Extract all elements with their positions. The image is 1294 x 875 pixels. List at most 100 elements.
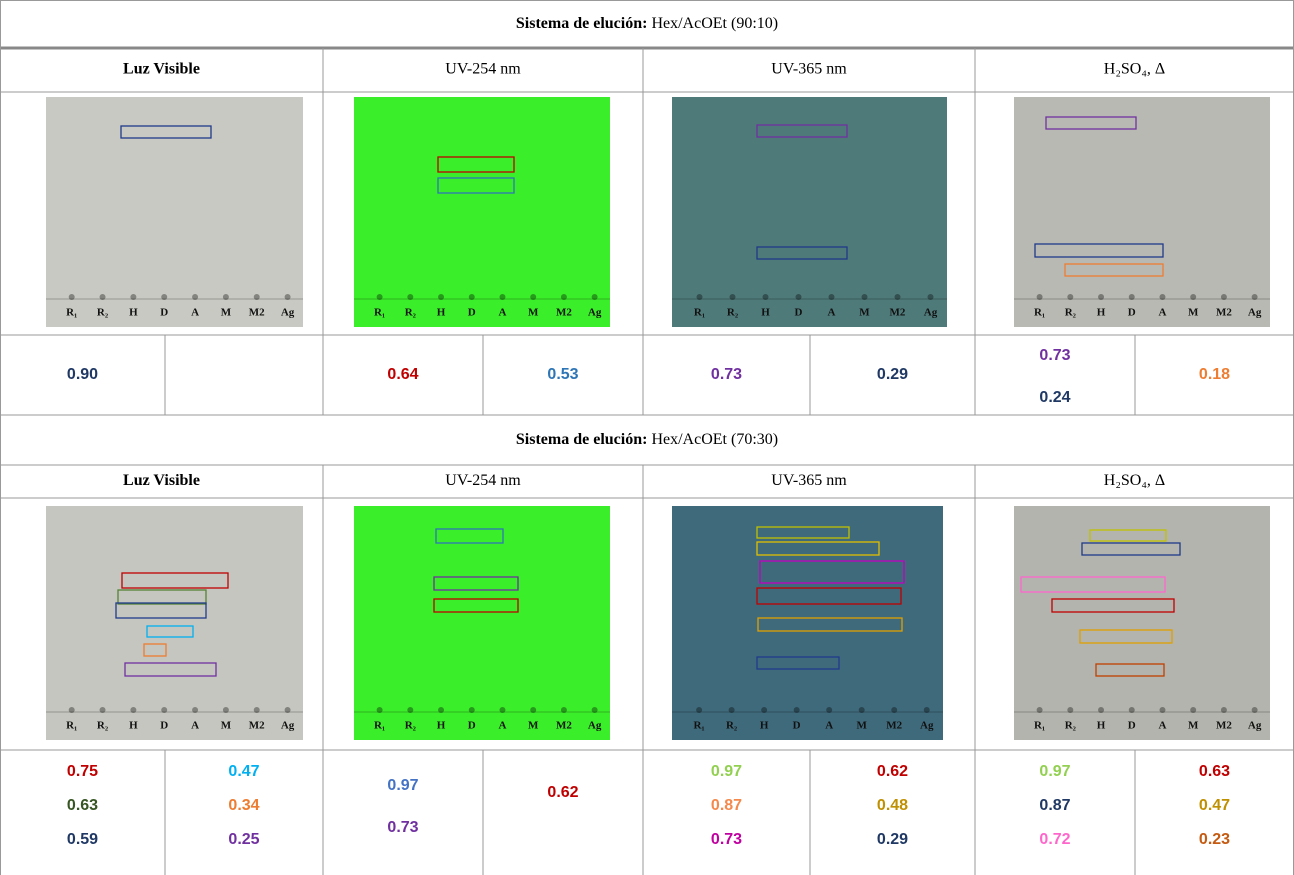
- lane-label: Ag: [1248, 307, 1262, 319]
- spot: [377, 707, 383, 713]
- spot: [1098, 294, 1104, 300]
- column-header: H₂SO₄, Δ: [1104, 61, 1165, 78]
- spot: [1037, 707, 1043, 713]
- spot: [192, 707, 198, 713]
- lane-label: H: [437, 307, 446, 319]
- tlc-plate: [672, 97, 947, 327]
- lane-label: D: [160, 720, 168, 732]
- spot: [592, 294, 598, 300]
- lane-label: M2: [556, 720, 572, 732]
- rf-value: 0.47: [228, 763, 259, 780]
- rf-value: 0.97: [711, 763, 742, 780]
- rf-value: 0.24: [1039, 389, 1070, 406]
- lane-label: M: [221, 307, 232, 319]
- spot: [530, 294, 536, 300]
- lane-label: D: [1128, 307, 1136, 319]
- lane-label: R₁: [1034, 307, 1045, 319]
- lane-label: A: [825, 720, 833, 732]
- lane-label: A: [499, 720, 507, 732]
- spot: [1037, 294, 1043, 300]
- lane-label: Ag: [920, 720, 934, 732]
- spot: [924, 707, 930, 713]
- rf-value: 0.23: [1199, 831, 1230, 848]
- spot: [862, 294, 868, 300]
- lane-label: R₂: [726, 720, 738, 732]
- rf-value: 0.72: [1039, 831, 1070, 848]
- spot: [100, 294, 106, 300]
- rf-value: 0.73: [711, 831, 742, 848]
- rf-value: 0.73: [387, 819, 418, 836]
- spot: [859, 707, 865, 713]
- lane-label: M: [221, 720, 232, 732]
- rf-value: 0.75: [67, 763, 98, 780]
- spot: [1190, 294, 1196, 300]
- rf-value: 0.87: [711, 797, 742, 814]
- spot: [730, 294, 736, 300]
- lane-label: R₂: [727, 307, 739, 319]
- spot: [729, 707, 735, 713]
- rf-value: 0.47: [1199, 797, 1230, 814]
- spot: [285, 707, 291, 713]
- column-header: Luz Visible: [123, 472, 200, 489]
- spot: [696, 707, 702, 713]
- tlc-plate: [354, 97, 610, 327]
- lane-label: Ag: [281, 720, 295, 732]
- rf-value: 0.53: [547, 366, 578, 383]
- lane-label: H: [129, 307, 138, 319]
- rf-value: 0.18: [1199, 366, 1230, 383]
- spot: [407, 707, 413, 713]
- spot: [561, 294, 567, 300]
- spot: [130, 294, 136, 300]
- spot: [1252, 707, 1258, 713]
- spot: [826, 707, 832, 713]
- spot: [1221, 707, 1227, 713]
- spot: [794, 707, 800, 713]
- lane-label: R₂: [405, 720, 417, 732]
- lane-label: Ag: [588, 720, 602, 732]
- spot: [161, 707, 167, 713]
- page: Sistema de elución:Hex/AcOEt (90:10)Luz …: [0, 0, 1294, 875]
- spot: [1129, 707, 1135, 713]
- tlc-plate: [1014, 97, 1270, 327]
- rf-value: 0.34: [228, 797, 259, 814]
- spot: [763, 294, 769, 300]
- spot: [223, 294, 229, 300]
- column-header: UV-365 nm: [771, 61, 847, 78]
- spot: [1159, 707, 1165, 713]
- spot: [1129, 294, 1135, 300]
- rf-value: 0.73: [711, 366, 742, 383]
- spot: [161, 294, 167, 300]
- lane-label: D: [468, 307, 476, 319]
- title-label: Sistema de elución:: [516, 431, 648, 448]
- lane-label: H: [437, 720, 446, 732]
- spot: [192, 294, 198, 300]
- lane-label: M: [857, 720, 868, 732]
- lane-label: D: [468, 720, 476, 732]
- title-value: Hex/AcOEt (90:10): [651, 15, 778, 32]
- tlc-plate: [354, 506, 610, 740]
- spot: [377, 294, 383, 300]
- spot: [285, 294, 291, 300]
- lane-label: H: [761, 307, 770, 319]
- rf-value: 0.59: [67, 831, 98, 848]
- section-title: Sistema de elución:Hex/AcOEt (70:30): [516, 431, 778, 448]
- rf-value: 0.97: [1039, 763, 1070, 780]
- tlc-plate: [46, 506, 303, 740]
- lane-label: M2: [890, 307, 906, 319]
- lane-label: M2: [249, 307, 265, 319]
- spot: [69, 707, 75, 713]
- lane-label: R₂: [405, 307, 417, 319]
- title-value: Hex/AcOEt (70:30): [651, 431, 778, 448]
- lane-label: M: [528, 720, 539, 732]
- lane-label: H: [129, 720, 138, 732]
- column-header: UV-254 nm: [445, 472, 521, 489]
- lane-label: R₁: [1034, 720, 1045, 732]
- section-title: Sistema de elución:Hex/AcOEt (90:10): [516, 15, 778, 32]
- spot: [499, 707, 505, 713]
- lane-label: M: [528, 307, 539, 319]
- column-header: Luz Visible: [123, 61, 200, 78]
- lane-label: M2: [556, 307, 572, 319]
- lane-label: H: [1097, 720, 1106, 732]
- lane-label: M: [859, 307, 870, 319]
- spot: [697, 294, 703, 300]
